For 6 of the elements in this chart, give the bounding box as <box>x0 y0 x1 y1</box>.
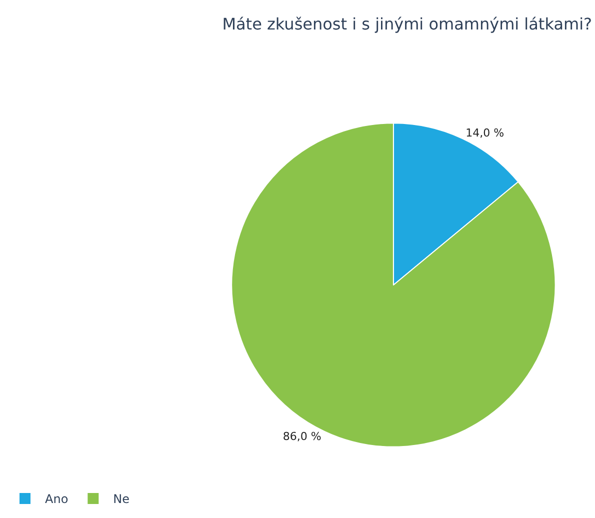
data-label: 86,0 % <box>282 430 322 444</box>
chart-title: Máte zkušenost i s jinými omamnými látkami? <box>222 14 592 34</box>
pie-slice <box>231 122 556 448</box>
legend-label: Ne <box>113 492 130 506</box>
data-label: 14,0 % <box>466 126 504 140</box>
legend-label: Ano <box>45 492 68 506</box>
